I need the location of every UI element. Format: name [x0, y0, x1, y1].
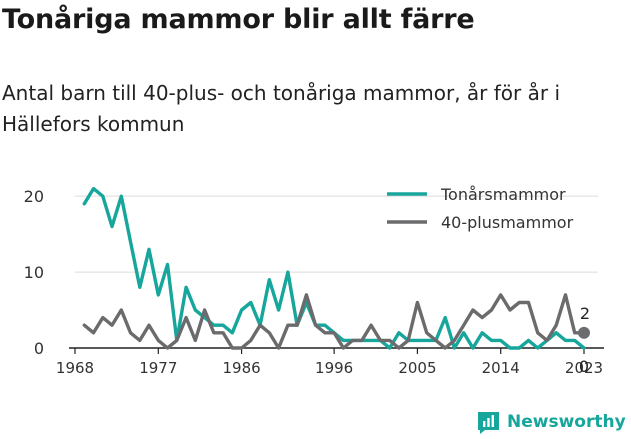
x-tick-label: 1977	[139, 359, 177, 377]
newsworthy-logo: Newsworthy	[476, 408, 626, 436]
x-tick-label: 2023	[565, 359, 603, 377]
series-line-40-plusmammor	[82, 293, 586, 350]
end-label-tonarsmammor: 0	[579, 357, 589, 376]
chart-title: Tonåriga mammor blir allt färre	[2, 4, 475, 35]
chart-subtitle: Antal barn till 40-plus- och tonåriga ma…	[2, 81, 561, 136]
brand-name: Newsworthy	[507, 412, 626, 432]
end-label-40-plusmammor: 2	[580, 304, 590, 323]
y-tick-label: 10	[24, 263, 44, 282]
x-tick-label: 1986	[222, 359, 260, 377]
y-tick-label: 20	[24, 187, 44, 206]
x-tick-label: 1996	[315, 359, 353, 377]
legend-label: Tonårsmammor	[440, 185, 566, 204]
x-tick-label: 2005	[398, 359, 436, 377]
legend-label: 40-plusmammor	[441, 213, 574, 232]
x-tick-label: 2014	[482, 359, 520, 377]
newsworthy-icon	[478, 411, 499, 434]
end-marker-40-plusmammor	[578, 326, 590, 339]
x-tick-label: 1968	[56, 359, 94, 377]
y-tick-label: 0	[34, 339, 44, 358]
